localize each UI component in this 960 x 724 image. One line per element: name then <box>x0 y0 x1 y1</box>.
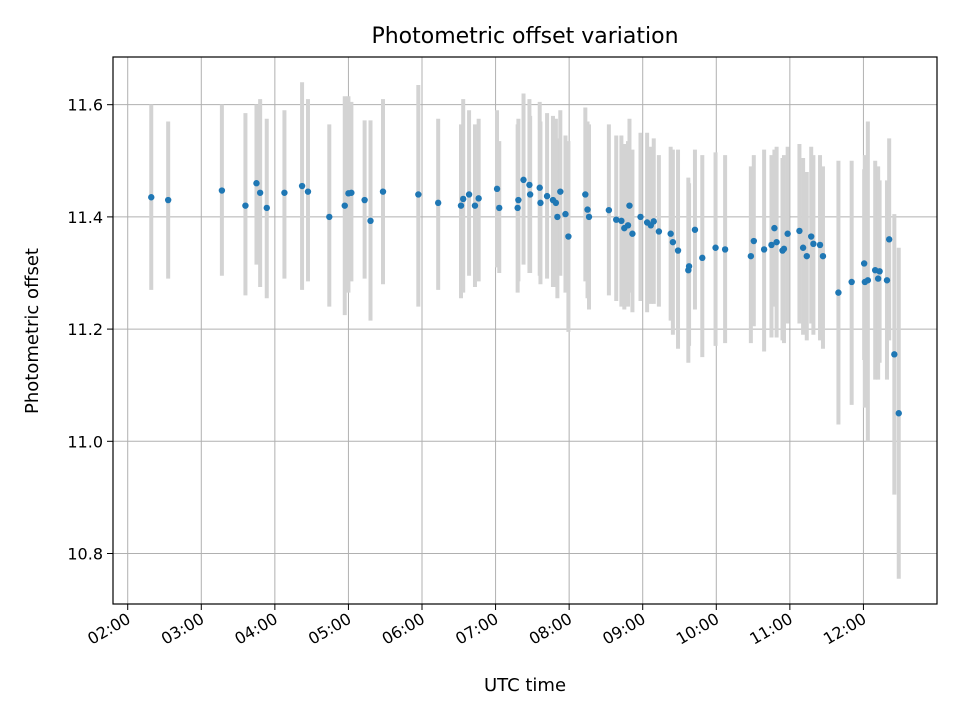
data-point <box>493 185 501 193</box>
data-point <box>721 246 729 253</box>
data-point <box>626 202 633 209</box>
data-point <box>554 213 561 221</box>
data-point <box>816 241 824 249</box>
y-axis-label: Photometric offset <box>22 248 43 414</box>
data-point <box>799 244 807 251</box>
plot-frame <box>112 56 938 605</box>
data-point <box>253 180 260 187</box>
data-point <box>655 228 663 235</box>
data-point <box>876 268 883 275</box>
data-point <box>298 182 306 190</box>
data-point <box>650 218 657 225</box>
data-point <box>471 202 479 209</box>
y-tick-label: 11.2 <box>67 320 103 339</box>
data-point <box>526 181 533 189</box>
data-point <box>543 192 551 200</box>
data-point <box>691 226 699 233</box>
data-point <box>520 176 527 184</box>
data-point <box>263 204 270 212</box>
data-point <box>674 247 682 254</box>
data-point <box>164 196 172 204</box>
data-point <box>699 254 706 262</box>
data-point <box>883 277 891 284</box>
data-point <box>585 213 593 221</box>
data-point <box>460 195 467 203</box>
point-layer <box>148 176 902 417</box>
data-point <box>760 246 768 253</box>
data-point <box>256 189 264 196</box>
chart-title: Photometric offset variation <box>371 24 678 49</box>
data-point <box>835 289 842 296</box>
data-point <box>326 213 333 221</box>
data-point <box>780 245 788 253</box>
data-point <box>771 224 778 232</box>
data-point <box>415 191 422 198</box>
data-point <box>807 233 815 240</box>
data-point <box>515 196 522 204</box>
data-point <box>348 189 355 196</box>
data-point <box>552 199 560 207</box>
data-point <box>557 188 564 195</box>
data-point <box>562 210 569 218</box>
data-point <box>304 188 312 195</box>
data-point <box>379 188 387 195</box>
data-point <box>819 252 827 260</box>
data-point <box>496 204 503 212</box>
data-point <box>796 227 803 235</box>
data-point <box>810 240 817 248</box>
data-point <box>526 191 534 198</box>
data-point <box>891 351 898 358</box>
data-point <box>361 196 368 204</box>
y-tick-label: 10.8 <box>67 545 103 564</box>
data-point <box>584 206 591 213</box>
data-point <box>860 260 868 267</box>
data-point <box>750 237 758 245</box>
data-point <box>667 230 674 237</box>
data-point <box>613 216 620 223</box>
data-point <box>582 191 589 198</box>
data-point <box>475 195 482 202</box>
data-point <box>864 277 872 284</box>
y-tick-label: 11.0 <box>67 432 103 451</box>
data-point <box>885 236 893 243</box>
data-point <box>874 275 882 282</box>
data-point <box>148 194 155 201</box>
y-axis-ticks: 10.8 11.0 11.2 11.4 11.6 <box>67 96 113 564</box>
y-tick-label: 11.4 <box>67 208 103 227</box>
data-point <box>747 252 755 260</box>
data-point <box>565 233 572 240</box>
data-point <box>465 191 473 198</box>
data-point <box>712 244 719 251</box>
data-point <box>537 199 544 207</box>
data-point <box>536 184 543 191</box>
data-point <box>784 230 791 237</box>
data-point <box>218 187 226 194</box>
data-point <box>367 217 374 225</box>
data-point <box>624 222 632 229</box>
x-axis-label: UTC time <box>484 675 566 696</box>
y-tick-label: 11.6 <box>67 96 103 115</box>
data-point <box>242 202 249 209</box>
data-point <box>895 410 902 417</box>
data-point <box>281 189 288 196</box>
data-point <box>637 213 644 221</box>
data-point <box>848 278 855 286</box>
data-point <box>457 202 465 209</box>
data-point <box>629 230 636 237</box>
data-point <box>803 252 810 260</box>
data-point <box>605 206 613 214</box>
data-point <box>773 238 780 246</box>
data-point <box>768 241 775 249</box>
data-point <box>618 217 625 225</box>
data-point <box>341 202 348 209</box>
data-point <box>514 204 521 212</box>
data-point <box>685 263 693 270</box>
data-point <box>669 238 677 246</box>
data-point <box>434 199 442 207</box>
